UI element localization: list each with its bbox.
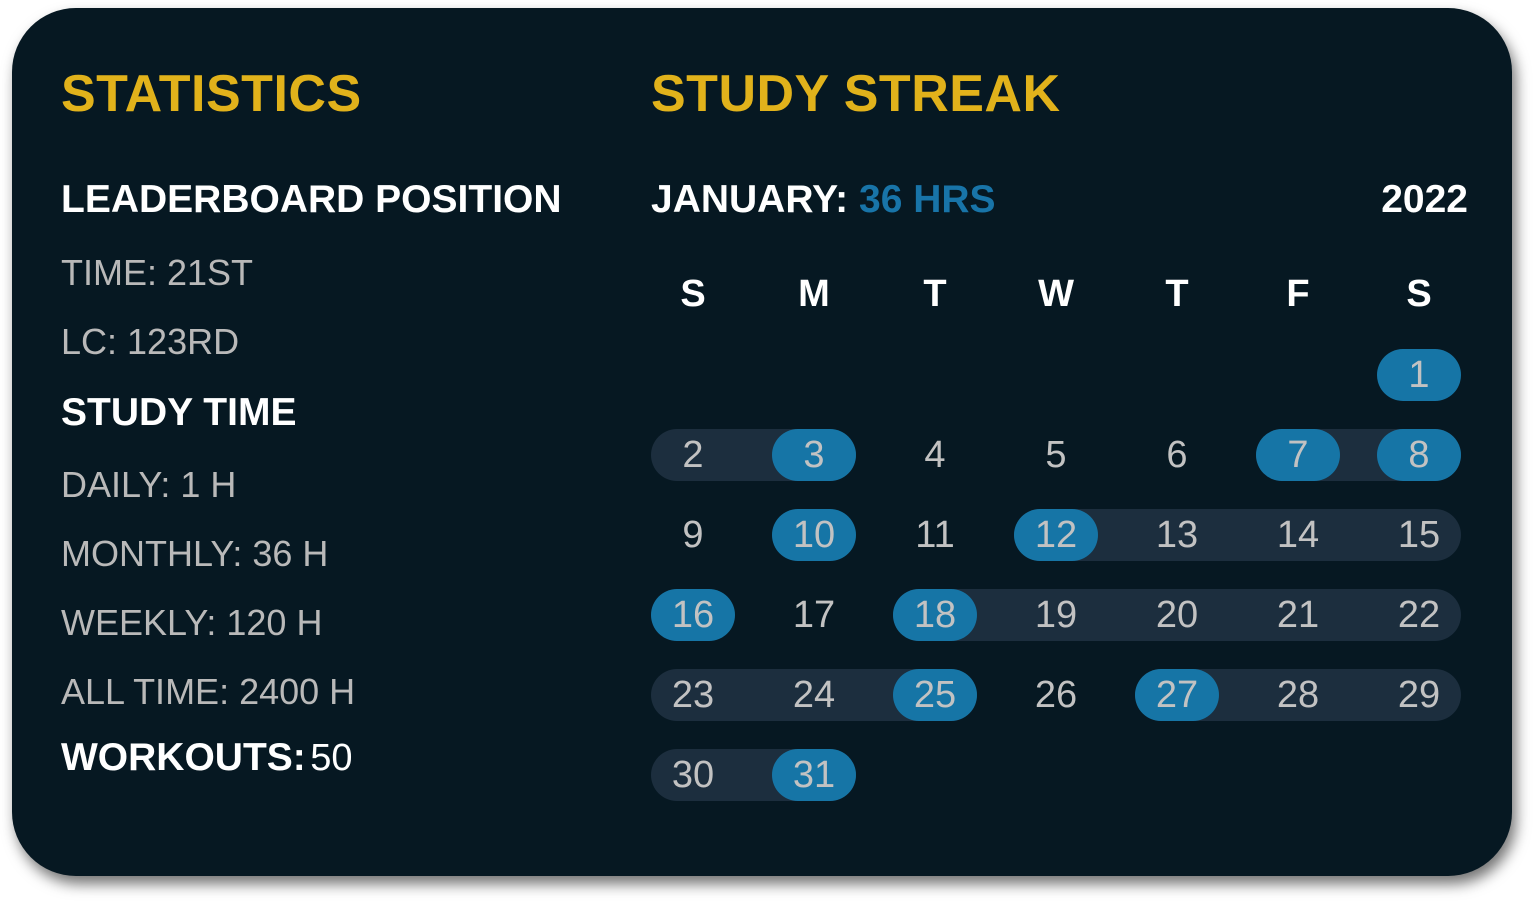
calendar-day-11[interactable]: 11 [915, 514, 955, 556]
leaderboard-heading: LEADERBOARD POSITION [61, 178, 562, 221]
calendar-day-25[interactable]: 25 [893, 669, 977, 721]
study-time-daily: DAILY: 1 H [61, 464, 237, 505]
calendar-day-21[interactable]: 21 [1276, 594, 1320, 636]
workouts: WORKOUTS: 50 [61, 736, 353, 780]
calendar-day-8[interactable]: 8 [1377, 429, 1461, 481]
calendar-day-5[interactable]: 5 [1045, 434, 1067, 476]
calendar-day-2[interactable]: 2 [682, 434, 704, 476]
study-time-all-time: ALL TIME: 2400 H [61, 671, 356, 712]
weekday-header: F [1286, 273, 1310, 315]
calendar-day-17[interactable]: 17 [792, 594, 836, 636]
calendar-day-3[interactable]: 3 [772, 429, 856, 481]
weekday-header: T [923, 273, 947, 315]
study-time-heading: STUDY TIME [61, 391, 297, 434]
weekday-header: W [1038, 273, 1074, 315]
calendar-day-4[interactable]: 4 [924, 434, 946, 476]
streak-band [893, 589, 1461, 641]
statistics-title: STATISTICS [61, 65, 362, 123]
calendar-day-12[interactable]: 12 [1014, 509, 1098, 561]
study-time-monthly: MONTHLY: 36 H [61, 533, 329, 574]
calendar-day-29[interactable]: 29 [1397, 674, 1441, 716]
workouts-label: WORKOUTS: [61, 736, 306, 779]
calendar-day-9[interactable]: 9 [682, 514, 704, 556]
weekday-header: S [1406, 273, 1432, 315]
calendar-day-28[interactable]: 28 [1276, 674, 1320, 716]
calendar-day-20[interactable]: 20 [1155, 594, 1199, 636]
year-label: 2022 [1381, 178, 1468, 221]
month-hours: 36 HRS [859, 178, 996, 221]
calendar-day-30[interactable]: 30 [671, 754, 715, 796]
calendar-day-16[interactable]: 16 [651, 589, 735, 641]
month-label: JANUARY: [651, 178, 849, 221]
calendar-day-24[interactable]: 24 [792, 674, 836, 716]
statistics-card: STATISTICS LEADERBOARD POSITION TIME: 21… [12, 8, 1512, 876]
calendar-day-23[interactable]: 23 [671, 674, 715, 716]
calendar-day-22[interactable]: 22 [1397, 594, 1441, 636]
study-time-weekly: WEEKLY: 120 H [61, 602, 323, 643]
workouts-value: 50 [310, 737, 353, 779]
calendar-day-1[interactable]: 1 [1377, 349, 1461, 401]
calendar-day-18[interactable]: 18 [893, 589, 977, 641]
month-summary: JANUARY: 36 HRS [651, 178, 996, 222]
weekday-header: M [798, 273, 830, 315]
study-streak-title: STUDY STREAK [651, 65, 1061, 123]
calendar-day-19[interactable]: 19 [1034, 594, 1078, 636]
calendar-day-26[interactable]: 26 [1034, 674, 1078, 716]
calendar-day-14[interactable]: 14 [1276, 514, 1320, 556]
calendar-day-6[interactable]: 6 [1166, 434, 1188, 476]
calendar-day-15[interactable]: 15 [1397, 514, 1441, 556]
calendar-day-7[interactable]: 7 [1256, 429, 1340, 481]
calendar-day-31[interactable]: 31 [772, 749, 856, 801]
leaderboard-time: TIME: 21ST [61, 252, 254, 293]
leaderboard-lc: LC: 123RD [61, 321, 240, 362]
calendar-day-13[interactable]: 13 [1155, 514, 1199, 556]
weekday-header: T [1165, 273, 1189, 315]
calendar-day-10[interactable]: 10 [772, 509, 856, 561]
weekday-header: S [680, 273, 706, 315]
calendar-day-27[interactable]: 27 [1135, 669, 1219, 721]
